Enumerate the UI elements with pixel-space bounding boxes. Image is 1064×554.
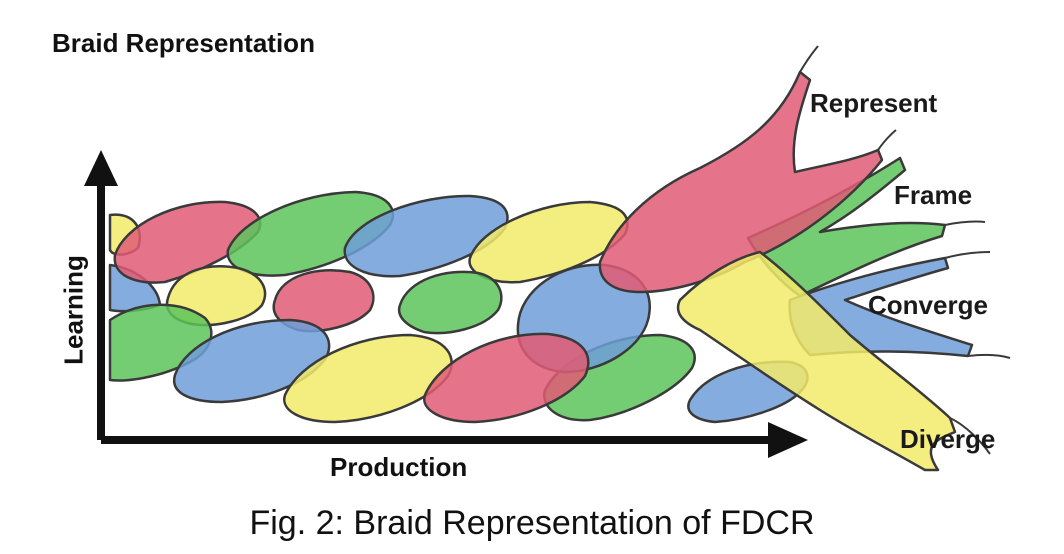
lobe-red-3 <box>423 332 590 424</box>
x-axis-label: Production <box>330 452 468 482</box>
fiber-line-2 <box>877 129 897 151</box>
strand-label-represent: Represent <box>810 88 938 118</box>
y-axis-label: Learning <box>58 255 89 365</box>
y-axis-arrowhead <box>84 150 118 186</box>
strand-label-diverge: Diverge <box>900 424 996 454</box>
fiber-line-3 <box>944 220 986 226</box>
braid-front-layer <box>108 303 590 424</box>
fiber-line-5 <box>967 353 1011 359</box>
strand-label-converge: Converge <box>868 290 988 320</box>
fiber-line-6 <box>949 417 991 455</box>
diagram-title: Braid Representation <box>52 28 315 58</box>
axes <box>84 150 808 458</box>
figure-caption: Fig. 2: Braid Representation of FDCR <box>249 504 815 542</box>
fiber-line-1 <box>799 45 819 73</box>
braid-back-layer <box>108 190 809 424</box>
strand-end-represent <box>598 70 884 294</box>
lobe-green-3 <box>397 270 503 335</box>
strand-label-frame: Frame <box>894 180 973 210</box>
x-axis-arrowhead <box>768 422 808 458</box>
braid-strand-ends <box>598 45 1011 472</box>
fiber-line-4 <box>944 251 991 259</box>
strand-end-diverge <box>676 250 957 472</box>
